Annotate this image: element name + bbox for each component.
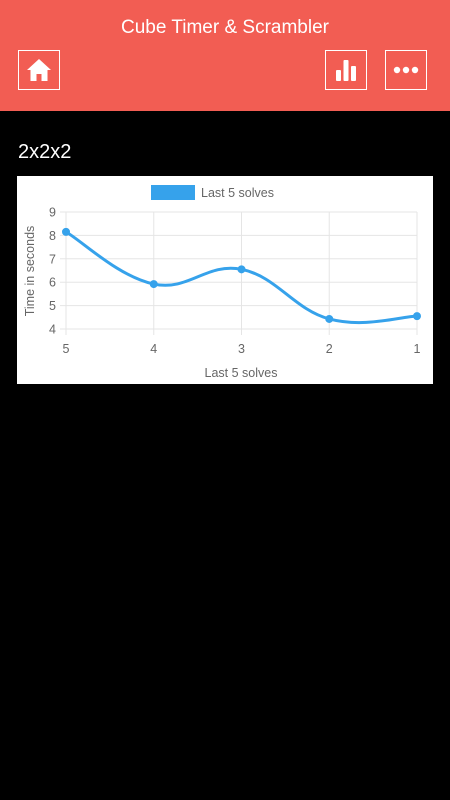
- chart-legend[interactable]: Last 5 solves: [151, 185, 274, 200]
- data-point[interactable]: [325, 314, 334, 323]
- y-tick-label: 9: [49, 206, 56, 220]
- x-axis-ticks: 5 4 3 2 1: [63, 342, 421, 356]
- more-dots-icon: [393, 66, 419, 74]
- app-header: Cube Timer & Scrambler: [0, 0, 450, 111]
- data-point[interactable]: [149, 280, 158, 289]
- home-button[interactable]: [18, 50, 60, 90]
- more-options-button[interactable]: [385, 50, 427, 90]
- home-icon: [27, 59, 51, 81]
- x-tick-label: 2: [326, 342, 333, 356]
- app-title: Cube Timer & Scrambler: [120, 17, 329, 38]
- bar-chart-icon: [336, 60, 356, 81]
- x-axis-label: Last 5 solves: [205, 366, 278, 380]
- y-tick-label: 5: [49, 299, 56, 313]
- x-tick-label: 3: [238, 342, 245, 356]
- y-tick-label: 4: [49, 323, 56, 337]
- data-point[interactable]: [62, 227, 70, 236]
- statistics-button[interactable]: [325, 50, 367, 90]
- chart-series: [62, 227, 421, 325]
- data-point[interactable]: [413, 312, 421, 321]
- data-point[interactable]: [237, 265, 246, 274]
- y-axis-label: Time in seconds: [23, 226, 37, 317]
- legend-label: Last 5 solves: [201, 186, 274, 200]
- x-tick-label: 1: [414, 342, 421, 356]
- y-tick-label: 8: [49, 229, 56, 243]
- y-tick-label: 6: [49, 276, 56, 290]
- x-tick-label: 4: [150, 342, 157, 356]
- puzzle-type-title: 2x2x2: [18, 141, 72, 163]
- y-tick-label: 7: [49, 252, 56, 266]
- y-axis-ticks: 4 5 6 7 8 9: [49, 206, 56, 337]
- chart-grid: [60, 211, 418, 335]
- x-tick-label: 5: [63, 342, 70, 356]
- legend-swatch: [151, 185, 195, 200]
